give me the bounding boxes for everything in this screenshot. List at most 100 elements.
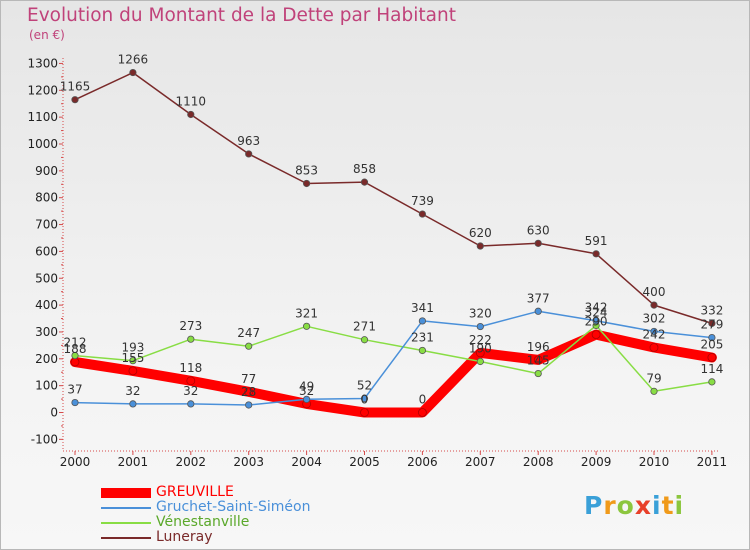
y-tick-label: 800 (35, 191, 58, 205)
legend: GREUVILLE Gruchet-Saint-Siméon Vénestanvil… (101, 485, 310, 545)
data-point (128, 366, 138, 376)
legend-swatch (101, 487, 151, 498)
legend-swatch (101, 536, 151, 539)
data-label: 155 (121, 351, 144, 365)
data-point (417, 408, 427, 417)
data-point (187, 400, 195, 408)
data-point (360, 178, 369, 186)
y-tick-label: 100 (35, 379, 58, 393)
data-point (244, 387, 254, 397)
data-point (71, 351, 79, 360)
data-point (708, 319, 716, 327)
y-tick-label: 1100 (27, 110, 58, 124)
logo-letter: x (634, 491, 652, 520)
data-point (360, 394, 369, 403)
data-label: 0 (361, 393, 369, 407)
y-tick-label: 400 (35, 298, 58, 312)
data-point (302, 179, 311, 188)
data-point (650, 301, 658, 309)
y-tick-label: 0 (50, 406, 58, 420)
x-tick-label: 2009 (581, 455, 612, 469)
data-label: 858 (353, 162, 376, 176)
data-point (592, 317, 600, 325)
data-label: 630 (527, 223, 550, 237)
data-label: 222 (469, 333, 492, 347)
legend-label: Vénestanville (156, 514, 250, 530)
legend-item: Gruchet-Saint-Siméon (101, 500, 310, 515)
data-point (302, 395, 311, 403)
data-label: 247 (237, 326, 260, 340)
series-line-Luneray (74, 71, 713, 325)
data-point (245, 401, 253, 409)
data-label: 302 (643, 311, 666, 325)
y-tick-label: 600 (35, 244, 58, 258)
data-label: 32 (183, 384, 198, 398)
data-label: 963 (237, 134, 260, 148)
legend-swatch (101, 506, 151, 509)
x-tick-label: 2001 (118, 455, 149, 469)
data-point (70, 357, 80, 367)
data-label: 377 (527, 291, 550, 305)
data-label: 49 (299, 379, 314, 393)
data-point (129, 68, 137, 77)
y-tick-label: 200 (35, 352, 58, 366)
legend-item: GREUVILLE (101, 485, 310, 500)
data-point (360, 336, 369, 344)
x-tick-label: 2000 (60, 455, 91, 469)
x-tick-label: 2004 (291, 455, 322, 469)
y-tick-label: 300 (35, 325, 58, 339)
legend-label: Gruchet-Saint-Siméon (156, 499, 311, 515)
data-label: 320 (469, 307, 492, 321)
data-label: 205 (700, 337, 723, 351)
logo-letter: P (584, 491, 604, 520)
data-label: 1110 (176, 94, 207, 108)
y-tick-label: 900 (35, 164, 58, 178)
data-point (476, 242, 484, 250)
x-tick-label: 2010 (639, 455, 670, 469)
data-label: 193 (121, 341, 144, 355)
data-label: 145 (527, 354, 550, 368)
x-tick-label: 2005 (349, 455, 380, 469)
legend-item: Vénestanville (101, 515, 310, 530)
data-point (534, 369, 542, 378)
data-label: 341 (411, 301, 434, 315)
data-point (186, 376, 196, 386)
data-label: 242 (643, 328, 666, 342)
data-label: 279 (700, 318, 723, 332)
y-tick-label: 1300 (27, 56, 58, 70)
data-point (476, 357, 484, 366)
data-point (707, 353, 717, 362)
data-label: 400 (643, 285, 666, 299)
logo-letter: i (652, 491, 662, 520)
data-label: 79 (646, 371, 661, 385)
data-point (650, 387, 658, 395)
data-point (476, 322, 484, 331)
legend-swatch (101, 521, 151, 524)
data-label: 77 (241, 372, 256, 386)
data-point (534, 307, 542, 315)
data-point (245, 342, 253, 350)
logo-letter: i (674, 491, 685, 520)
x-tick-label: 2003 (233, 455, 264, 469)
data-label: 321 (295, 306, 318, 320)
data-label: 188 (64, 342, 87, 356)
data-label: 0 (419, 393, 427, 407)
data-label: 190 (469, 341, 492, 355)
data-label: 273 (179, 319, 202, 333)
x-tick-label: 2011 (697, 455, 728, 469)
data-label: 37 (67, 383, 82, 397)
data-label: 196 (527, 340, 550, 354)
y-tick-label: 1200 (27, 83, 58, 97)
data-point (534, 239, 542, 247)
data-label: 620 (469, 226, 492, 240)
data-label: 324 (585, 306, 608, 320)
y-tick-label: 1000 (27, 137, 58, 151)
data-point (129, 357, 137, 365)
data-label: 118 (179, 361, 202, 375)
data-point (592, 250, 600, 258)
data-label: 342 (585, 301, 608, 315)
data-label: 739 (411, 194, 434, 208)
x-tick-label: 2008 (523, 455, 554, 469)
data-point (533, 355, 543, 365)
data-point (708, 333, 716, 342)
